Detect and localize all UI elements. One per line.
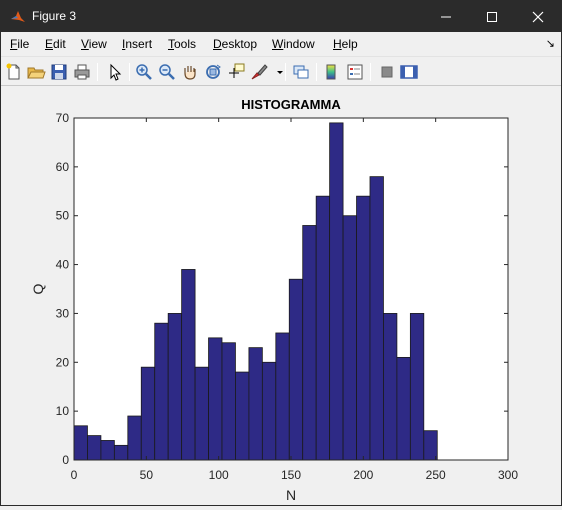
zoom-out-icon[interactable] [157, 62, 177, 82]
new-figure-icon[interactable] [4, 62, 24, 82]
histogram-bar [302, 225, 317, 461]
save-icon[interactable] [49, 62, 69, 82]
y-tick-label: 70 [56, 111, 70, 125]
pan-hand-icon[interactable] [180, 62, 200, 82]
rotate-3d-icon[interactable] [203, 62, 223, 82]
histogram-bar [369, 176, 384, 461]
axis-ticks: 0 50 100 150 200 250 300 0 10 20 30 40 50 60 70 [56, 111, 519, 482]
y-tick-label: 50 [56, 209, 70, 223]
dock-arrow-icon[interactable]: ↘ [545, 38, 555, 50]
zoom-in-icon[interactable] [134, 62, 154, 82]
histogram-bar [329, 122, 344, 461]
histogram-bar [396, 356, 411, 461]
menu-window[interactable]: Window [272, 37, 315, 51]
show-plot-tools-icon[interactable] [399, 62, 419, 82]
menu-file[interactable]: File [10, 37, 30, 51]
x-tick-label: 200 [353, 468, 373, 482]
axes-box [73, 117, 509, 461]
histogram-bar [100, 440, 115, 461]
matlab-logo-icon [10, 9, 26, 25]
y-tick-label: 20 [56, 355, 70, 369]
histogram-bars [73, 122, 438, 461]
x-axis-label: N [286, 487, 296, 503]
legend-icon[interactable] [345, 62, 365, 82]
histogram-bar [356, 195, 371, 461]
maximize-icon [487, 11, 497, 22]
close-button[interactable] [515, 1, 561, 32]
brush-icon[interactable] [249, 62, 269, 82]
histogram-bar [127, 415, 142, 461]
open-file-icon[interactable] [26, 62, 46, 82]
y-axis-label: Q [30, 283, 46, 294]
colorbar-icon[interactable] [322, 62, 342, 82]
histogram-bar [288, 278, 304, 461]
histogram-bar [423, 430, 438, 461]
histogram-bar [409, 313, 425, 461]
x-tick-label: 50 [140, 468, 154, 482]
print-icon[interactable] [72, 62, 92, 82]
histogram-bar [154, 322, 169, 461]
histogram-bar [235, 371, 250, 461]
histogram-bar [383, 313, 398, 461]
edit-plot-pointer-icon[interactable] [105, 62, 125, 82]
histogram-bar [194, 366, 209, 461]
link-plot-icon[interactable] [291, 62, 311, 82]
menu-insert[interactable]: Insert [122, 37, 153, 51]
x-tick-label: 150 [281, 468, 301, 482]
figure-toolbar [1, 56, 561, 86]
minimize-button[interactable] [423, 1, 469, 32]
histogram-bar [140, 366, 156, 461]
histogram-bar [87, 435, 102, 461]
chart-title: HISTOGRAMMA [241, 97, 341, 112]
y-tick-label: 0 [62, 453, 69, 467]
menu-desktop[interactable]: Desktop [213, 37, 258, 51]
histogram-bar [275, 332, 290, 461]
histogram-bar [221, 342, 236, 461]
histogram-bar [208, 337, 223, 461]
histogram-chart[interactable]: 0 50 100 150 200 250 300 0 10 20 30 40 50 60 70 HISTOG… [1, 87, 561, 505]
menu-help[interactable]: Help [333, 37, 358, 51]
x-tick-label: 100 [209, 468, 229, 482]
histogram-bar [248, 347, 263, 461]
x-tick-label: 250 [426, 468, 446, 482]
histogram-bar [315, 195, 331, 461]
close-icon [532, 11, 544, 22]
histogram-bar [113, 444, 129, 461]
histogram-bar [342, 215, 357, 461]
figure-canvas: 0 50 100 150 200 250 300 0 10 20 30 40 50 60 70 HISTOG… [1, 87, 561, 505]
title-bar[interactable]: Figure 3 [1, 1, 561, 32]
histogram-bar [73, 425, 88, 461]
x-tick-label: 300 [498, 468, 518, 482]
data-cursor-icon[interactable] [226, 62, 246, 82]
brush-dropdown-icon[interactable] [270, 62, 283, 82]
maximize-button[interactable] [469, 1, 515, 32]
menu-bar: File Edit View Insert Tools Desktop Wind… [1, 32, 561, 56]
minimize-icon [441, 16, 451, 17]
hide-plot-tools-icon[interactable] [377, 62, 397, 82]
histogram-bar [167, 313, 183, 461]
menu-edit[interactable]: Edit [45, 37, 66, 51]
menu-view[interactable]: View [81, 37, 107, 51]
y-tick-label: 30 [56, 306, 70, 320]
y-tick-label: 10 [56, 404, 70, 418]
histogram-bar [181, 269, 196, 461]
window-title: Figure 3 [32, 9, 77, 23]
menu-tools[interactable]: Tools [168, 37, 197, 51]
x-tick-label: 0 [71, 468, 78, 482]
y-tick-label: 60 [56, 160, 70, 174]
histogram-bar [261, 361, 277, 461]
y-tick-label: 40 [56, 258, 70, 272]
